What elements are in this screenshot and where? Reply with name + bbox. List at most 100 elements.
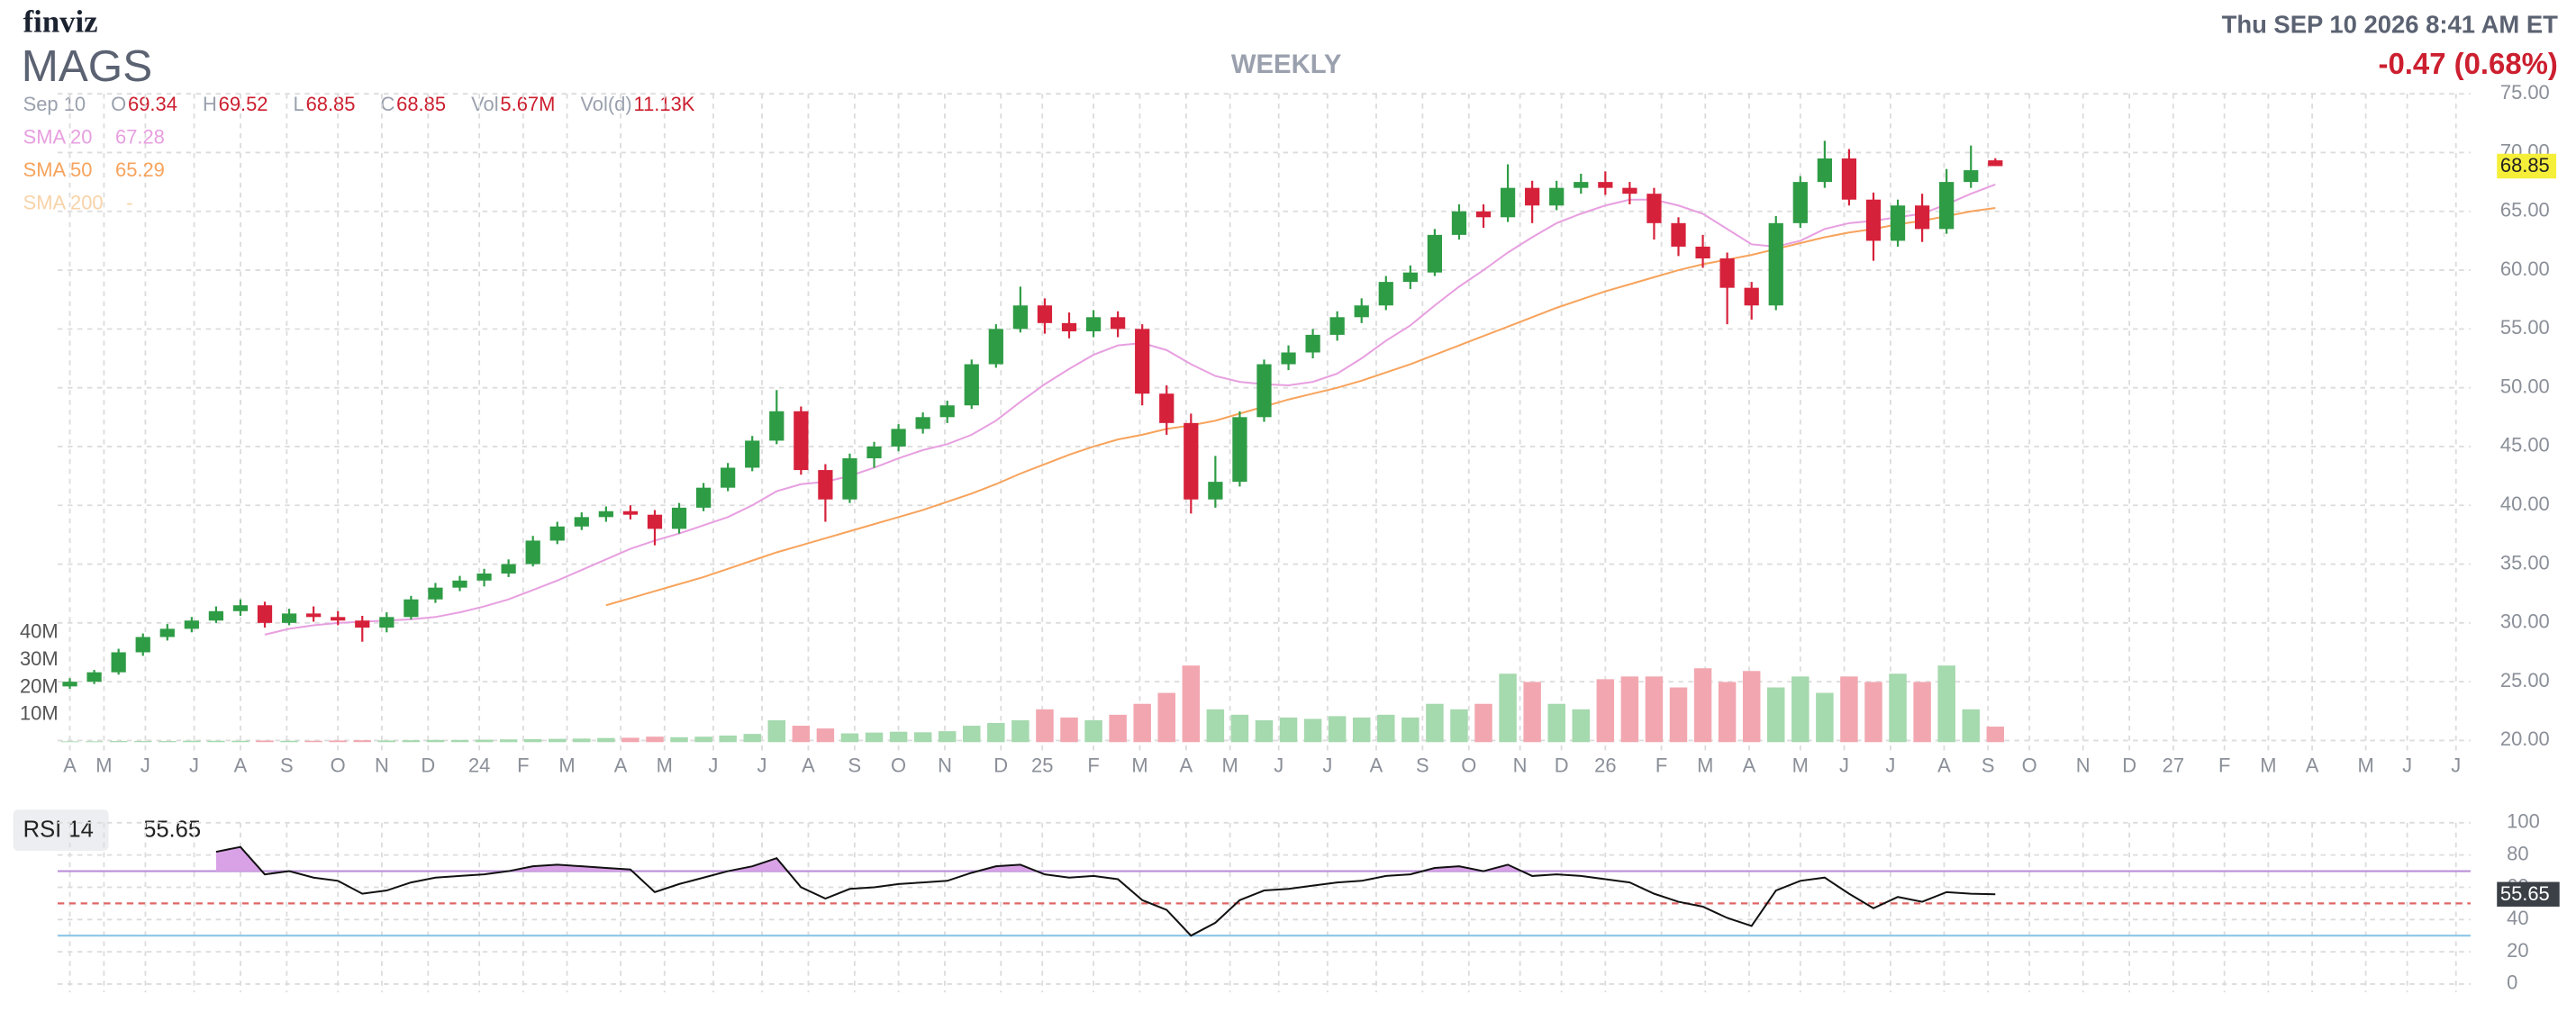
x-tick-label: S <box>848 754 862 776</box>
candle-body <box>695 487 712 508</box>
volume-bar <box>1133 703 1151 743</box>
volume-bar <box>792 726 811 743</box>
x-tick-label: M <box>2357 754 2373 776</box>
candle-body <box>745 440 760 468</box>
volume-bar <box>1620 676 1639 743</box>
candle-body <box>549 526 565 541</box>
volume-bar <box>987 722 1005 743</box>
candle-body <box>891 429 906 447</box>
sma-value: 65.29 <box>115 158 165 181</box>
x-tick-label: S <box>1982 754 1995 776</box>
candle-body <box>1256 364 1272 418</box>
x-tick-label: A <box>234 754 248 776</box>
sma-name: SMA 200 <box>23 191 104 213</box>
candle-body <box>622 511 639 515</box>
volume-bar <box>1036 709 1054 743</box>
candle-body <box>647 514 663 529</box>
volume-bar <box>1937 665 1955 743</box>
volume-bar <box>450 739 469 743</box>
x-tick-label: J <box>1274 754 1283 776</box>
x-tick-label: J <box>757 754 767 776</box>
volume-bar <box>1913 682 1931 743</box>
x-tick-label: F <box>2218 754 2230 776</box>
volume-bar <box>865 732 884 743</box>
x-tick-label: F <box>517 754 529 776</box>
volume-tick-label: 20M <box>20 674 59 697</box>
candle-body <box>794 411 809 471</box>
volume-bar <box>1986 727 2005 743</box>
candle-body <box>476 573 492 581</box>
candle-body <box>1085 317 1102 331</box>
volume-bar <box>767 719 786 743</box>
candle-body <box>1500 187 1516 218</box>
c-value: 68.85 <box>396 93 446 115</box>
x-tick-label: 27 <box>2163 754 2184 776</box>
date: Sep 10 <box>23 93 86 115</box>
volume-bar <box>1303 718 1322 743</box>
volume-bar <box>1572 709 1591 743</box>
c-label: C <box>380 93 395 115</box>
rsi-tick-label: 100 <box>2507 810 2540 833</box>
price-label: 68.85 <box>2500 154 2550 176</box>
volume-bar <box>719 735 737 743</box>
x-tick-label: A <box>1180 754 1193 776</box>
volume-bar <box>426 739 445 743</box>
candle-body <box>915 417 930 429</box>
rsi-title: RSI 14 <box>23 818 94 843</box>
volume-bar <box>694 736 712 743</box>
candle-body <box>1988 160 2003 167</box>
x-tick-label: N <box>375 754 389 776</box>
volume-bar <box>621 737 639 743</box>
volume-bar <box>475 739 494 743</box>
y-tick-label: 45.00 <box>2500 434 2550 456</box>
x-tick-label: A <box>2306 754 2319 776</box>
volume-bar <box>1547 703 1565 743</box>
x-tick-label: M <box>1792 754 1809 776</box>
candle-body <box>842 458 857 500</box>
volume-bar <box>1182 665 1201 743</box>
candle-body <box>1890 205 1906 241</box>
candle-body <box>257 605 273 623</box>
ohlc-row: Sep 10 O 69.34 H 69.52 L 68.85 C 68.85 Vol 5.… <box>23 93 695 115</box>
volume-bar <box>1669 687 1688 743</box>
volume-bar <box>1206 709 1225 743</box>
volume-bar <box>256 740 274 743</box>
o-value: 69.34 <box>128 93 177 115</box>
x-tick-label: O <box>2022 754 2037 776</box>
rsi-value: 55.65 <box>143 818 201 843</box>
x-tick-label: N <box>1513 754 1528 776</box>
volume-bar <box>304 740 322 743</box>
x-tick-label: M <box>1221 754 1238 776</box>
sma-line <box>605 206 1996 607</box>
x-tick-label: O <box>891 754 906 776</box>
volume-tick-label: 10M <box>20 702 59 725</box>
volume-bar <box>523 738 542 743</box>
sma-value: - <box>126 191 132 213</box>
volume-bar <box>402 740 421 743</box>
candle-body <box>1768 222 1783 306</box>
h-label: H <box>203 93 217 115</box>
candle-body <box>1159 393 1175 423</box>
candle-body <box>1964 170 1979 183</box>
x-tick-label: J <box>1885 754 1895 776</box>
candle-body <box>1475 211 1492 218</box>
candle-body <box>1939 182 1955 230</box>
o-label: O <box>111 93 126 115</box>
x-tick-label: O <box>1461 754 1476 776</box>
x-tick-label: F <box>1087 754 1099 776</box>
volume-bar <box>1962 709 1980 743</box>
candle-body <box>1525 187 1540 206</box>
volume-bar <box>646 736 664 743</box>
volume-bar <box>743 734 761 743</box>
candle-body <box>1329 317 1345 335</box>
rsi-tick-label: 20 <box>2507 939 2528 962</box>
volume-bar <box>1840 676 1858 743</box>
x-tick-label: J <box>2402 754 2412 776</box>
x-tick-label: 24 <box>468 754 490 776</box>
x-tick-label: D <box>1555 754 1569 776</box>
x-tick-label: A <box>63 754 77 776</box>
price-box <box>2497 153 2557 179</box>
volume-bar <box>280 740 298 743</box>
candle-body <box>769 411 785 441</box>
